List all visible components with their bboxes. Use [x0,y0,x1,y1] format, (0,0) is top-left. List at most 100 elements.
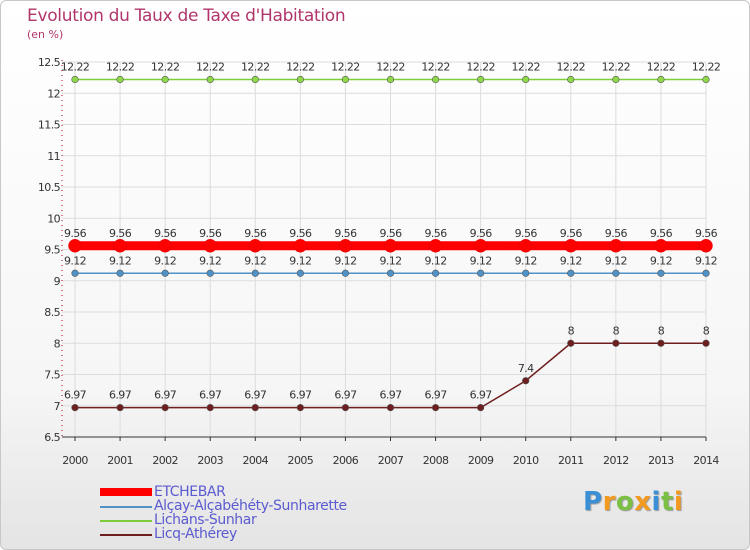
data-point [203,239,217,253]
data-label: 6.97 [109,389,132,402]
data-point [386,404,395,412]
legend-label-licq: Licq-Athérey [154,526,237,542]
data-label: 7.4 [518,362,534,375]
data-point [161,269,169,277]
x-tick-label: 2005 [288,454,314,467]
data-label: 9.56 [109,227,132,240]
data-point [702,75,710,84]
data-label: 9.12 [695,254,717,267]
y-tick-label: 7 [54,400,61,413]
logo-letter: i [673,487,684,517]
data-label: 9.56 [605,227,628,240]
x-tick-label: 2010 [513,454,539,467]
x-tick-label: 2013 [648,454,674,467]
data-label: 9.12 [244,254,266,267]
data-point [522,269,530,277]
data-label: 12.22 [511,61,540,74]
data-label: 6.97 [64,389,87,402]
chart-subtitle: (en %) [27,28,64,41]
data-point [699,239,713,253]
data-point [161,404,169,412]
legend-label-etchebar: ETCHEBAR [154,484,226,500]
logo-letter: t [660,487,674,517]
data-label: 8 [658,324,665,337]
data-label: 6.97 [470,389,493,402]
data-point [341,404,350,412]
chart-title: Evolution du Taux de Taxe d'Habitation [27,6,346,26]
legend-swatch-lichans [100,520,152,522]
data-point [431,404,440,412]
data-label: 6.97 [425,389,448,402]
data-label: 12.22 [376,61,405,74]
data-point [161,75,169,84]
data-label: 9.12 [334,254,356,267]
x-tick-label: 2014 [693,454,719,467]
data-point [702,269,710,277]
data-label: 9.12 [289,254,311,267]
data-point [657,269,665,277]
data-point [473,239,488,253]
data-point [654,239,668,253]
data-label: 9.56 [470,227,493,240]
data-point [116,404,124,412]
data-point [206,75,214,84]
data-label: 9.56 [379,227,402,240]
data-point [251,75,259,84]
y-tick-label: 10.5 [38,181,61,194]
data-label: 9.12 [650,254,672,267]
data-label: 12.22 [602,61,631,74]
y-tick-label: 8 [54,337,61,350]
data-point [251,404,259,412]
y-tick-label: 12 [47,87,60,100]
data-label: 6.97 [334,389,357,402]
data-label: 12.22 [196,61,225,74]
data-label: 12.22 [466,61,495,74]
data-point [341,75,350,84]
y-tick-label: 11 [47,150,60,163]
data-point [71,269,79,277]
data-label: 12.22 [151,61,180,74]
data-label: 9.56 [244,227,267,240]
data-point [341,269,350,277]
logo-letter: i [651,487,661,517]
data-label: 9.56 [154,227,177,240]
data-point [158,239,172,253]
data-point [71,75,79,84]
data-point [248,239,263,253]
data-point [113,239,127,253]
data-point [567,339,575,347]
data-point [68,239,82,253]
y-tick-label: 7.5 [44,369,60,382]
data-point [386,269,395,277]
x-tick-label: 2000 [62,454,88,467]
data-point [431,269,440,277]
data-point [522,377,530,385]
data-point [609,239,623,253]
data-label: 9.12 [109,254,131,267]
data-label: 9.56 [515,227,538,240]
logo-letter: r [602,487,616,517]
x-tick-label: 2003 [197,454,223,467]
legend-label-lichans: Lichans-Sunhar [154,512,257,528]
data-label: 9.12 [64,254,86,267]
data-point [612,269,620,277]
data-label: 9.56 [695,227,718,240]
data-label: 9.12 [154,254,176,267]
data-point [612,339,620,347]
data-point [431,75,440,84]
data-label: 9.12 [515,254,537,267]
data-label: 9.56 [199,227,222,240]
data-point [338,239,353,253]
data-point [251,269,259,277]
data-label: 9.56 [64,227,87,240]
data-point [657,75,665,84]
y-tick-label: 12.5 [38,56,61,69]
data-point [522,75,530,84]
data-point [293,239,308,253]
legend-swatch-etchebar [100,488,152,496]
x-tick-label: 2007 [378,454,404,467]
data-label: 9.56 [289,227,312,240]
data-label: 9.12 [199,254,221,267]
